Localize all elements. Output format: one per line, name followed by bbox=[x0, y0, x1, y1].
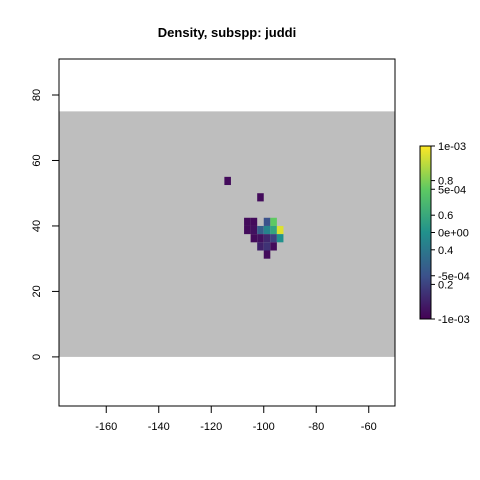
density-cell bbox=[270, 242, 277, 251]
y-tick-label: 60 bbox=[31, 154, 43, 166]
colorbar-label: 0e+00 bbox=[438, 228, 469, 240]
y-axis: 0 20 40 60 80 bbox=[31, 89, 60, 360]
density-cell bbox=[276, 234, 284, 243]
x-tick-label: -120 bbox=[200, 421, 222, 433]
y-tick-label: 80 bbox=[31, 89, 43, 101]
y-tick-label: 40 bbox=[31, 220, 43, 232]
density-cell bbox=[250, 225, 258, 235]
density-cell bbox=[270, 217, 277, 226]
chart-title: Density, subspp: juddi bbox=[158, 25, 296, 40]
x-tick-label: -60 bbox=[361, 421, 377, 433]
density-cell bbox=[250, 234, 258, 243]
colorbar-label: -5e-04 bbox=[438, 271, 470, 283]
density-cell bbox=[257, 242, 264, 251]
density-cell bbox=[257, 193, 264, 202]
colorbar-label: 0.2 bbox=[438, 279, 453, 291]
density-cell bbox=[224, 176, 231, 186]
x-tick-label: -100 bbox=[253, 421, 275, 433]
colorbar-label: -1e-03 bbox=[438, 314, 470, 326]
density-cell bbox=[250, 217, 258, 226]
x-tick-label: -160 bbox=[95, 421, 117, 433]
density-cell bbox=[244, 217, 251, 226]
colorbar-label: 1e-03 bbox=[438, 141, 466, 153]
x-tick-label: -140 bbox=[148, 421, 170, 433]
density-cell bbox=[270, 225, 277, 235]
density-cell bbox=[263, 217, 271, 226]
y-tick-label: 20 bbox=[31, 285, 43, 297]
background-band bbox=[59, 111, 395, 357]
cell-layer bbox=[224, 176, 284, 259]
background-band-layer bbox=[59, 111, 395, 357]
x-axis: -160 -140 -120 -100 -80 -60 bbox=[95, 405, 377, 433]
density-cell bbox=[263, 242, 271, 251]
density-cell bbox=[263, 250, 271, 259]
y-tick-label: 0 bbox=[31, 354, 43, 360]
colorbar-label: 0.6 bbox=[438, 210, 453, 222]
density-cell bbox=[244, 225, 251, 235]
x-tick-label: -80 bbox=[308, 421, 324, 433]
colorbar-label: 0.4 bbox=[438, 245, 453, 257]
density-cell bbox=[276, 225, 284, 235]
colorbar-label: 0.8 bbox=[438, 176, 453, 188]
density-cell bbox=[263, 225, 271, 235]
colorbar-legend: 1e-03 5e-04 0e+00 -5e-04 -1e-03 0.8 0.6 0.4 0.2 bbox=[419, 141, 470, 326]
density-cell bbox=[257, 225, 264, 235]
density-cell bbox=[270, 234, 277, 243]
colorbar bbox=[419, 145, 432, 320]
density-cell bbox=[263, 234, 271, 243]
density-cell bbox=[257, 234, 264, 243]
colorbar-label: 5e-04 bbox=[438, 184, 466, 196]
